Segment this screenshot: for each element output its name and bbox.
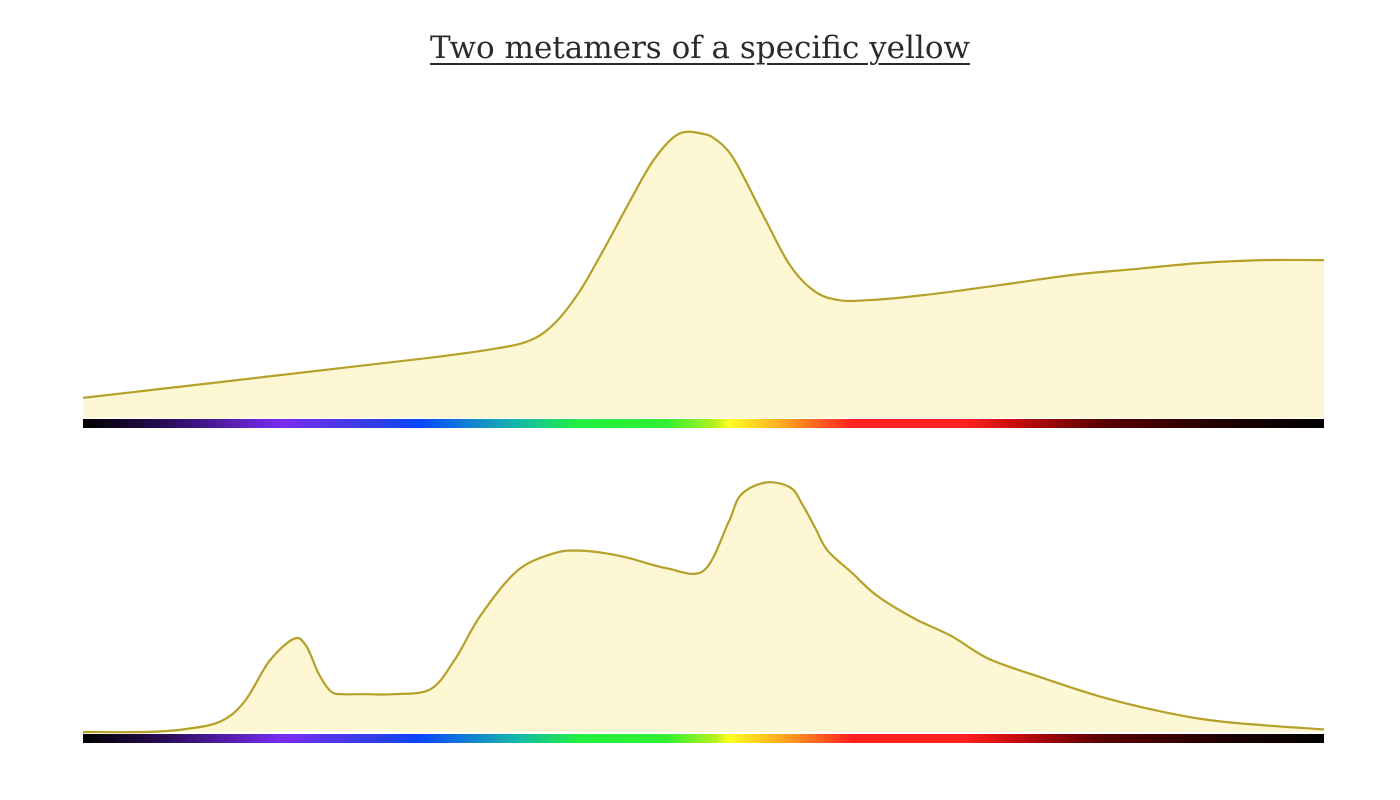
spectrum-curve-line [82,130,1325,399]
spectrum-area-fill [83,131,1324,418]
wavelength-spectrum-bar [83,419,1324,428]
chart-title-text: Two metamers of a specific yellow [429,30,971,66]
wavelength-spectrum-bar [83,734,1324,743]
chart-title: Two metamers of a specific yellow [0,30,1400,66]
metamer-panel-1 [82,130,1325,428]
spectrum-curve-line [82,481,1325,734]
spectrum-area-fill [83,482,1324,733]
metamer-panel-2 [82,481,1325,743]
